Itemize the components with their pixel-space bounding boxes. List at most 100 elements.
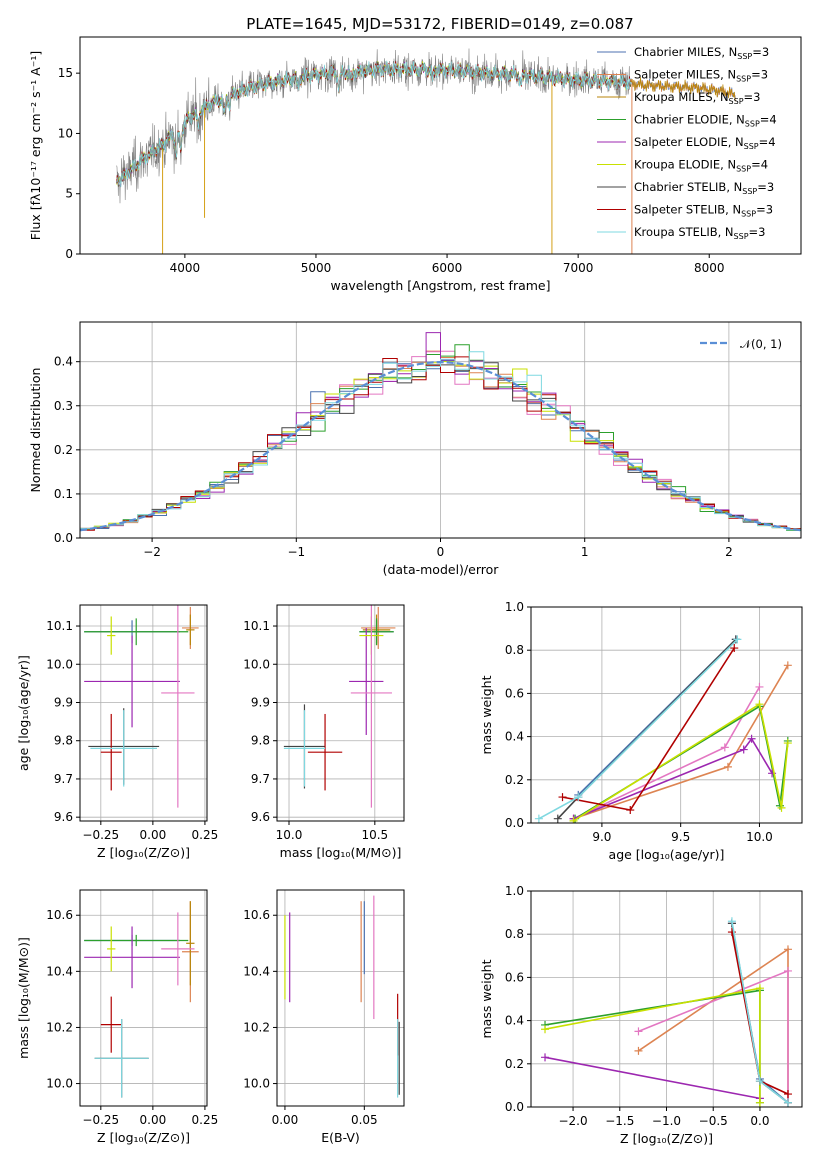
x-tick-label: −1 <box>287 545 305 559</box>
y-tick-label: 9.7 <box>251 772 270 786</box>
legend-subscript: SSP <box>742 187 757 196</box>
legend: Chabrier MILES, NSSP=3 Salpeter MILES, NS… <box>597 45 777 241</box>
plot-area-age-vs-Z <box>84 605 199 808</box>
y-tick-label: 9.6 <box>251 810 270 824</box>
x-tick-label: 5000 <box>301 261 332 275</box>
y-tick-label: 10.0 <box>46 657 73 671</box>
marker-salpeter_miles <box>723 762 732 771</box>
x-tick-label: −1.0 <box>652 1114 681 1128</box>
x-tick-label: 1 <box>581 545 589 559</box>
y-tick-label: 10.1 <box>46 619 73 633</box>
y-tick-label: 10.0 <box>243 1077 270 1091</box>
x-axis-label: mass [log₁₀(M/M⊙)] <box>280 845 402 860</box>
y-tick-label: 0.2 <box>54 443 73 457</box>
legend-subscript: SSP <box>736 75 751 84</box>
y-tick-label: 9.7 <box>54 772 73 786</box>
marker-kroupa_stelib <box>574 793 583 802</box>
x-tick-label: −1.5 <box>605 1114 634 1128</box>
series-line-chabrier_elodie <box>574 705 789 820</box>
plot-area-weight-vs-Z <box>541 917 792 1107</box>
y-tick-label: 9.9 <box>54 695 73 709</box>
x-tick-label: −0.25 <box>82 828 119 842</box>
x-tick-label: −0.25 <box>82 1113 119 1127</box>
x-tick-label: 0.25 <box>192 1113 219 1127</box>
marker-kroupa_stelib <box>727 917 736 926</box>
axes-age-vs-mass: 10.0 10.5 9.6 9.7 9.8 9.9 10.0 10.1 mass [log₁₀(… <box>243 604 405 860</box>
y-tick-label: 9.6 <box>54 810 73 824</box>
marker-salpeter_miles <box>783 661 792 670</box>
y-tick-label: 0.2 <box>505 1057 524 1071</box>
x-axis-label: (data-model)/error <box>383 562 500 577</box>
x-tick-label: 0.05 <box>351 1113 378 1127</box>
x-tick-label: 7000 <box>563 261 594 275</box>
series-line-chabrier_elodie <box>544 989 761 1103</box>
y-tick-label: 9.8 <box>54 734 73 748</box>
y-tick-label: 0.6 <box>505 970 524 984</box>
model-spectrum-kroupa_stelib <box>116 60 631 188</box>
legend-rest: =3 <box>756 203 773 217</box>
figure-title: PLATE=1645, MJD=53172, FIBERID=0149, z=0… <box>246 15 633 33</box>
y-tick-label: 10.2 <box>46 1020 73 1034</box>
axes-weight-vs-age: 9.0 9.5 10.0 0.0 0.2 0.4 0.6 0.8 1.0 age [log₁₀(a… <box>479 600 803 862</box>
legend-subscript: SSP <box>741 210 756 219</box>
axes-frame-mass-vs-EBV <box>276 889 405 1107</box>
marker-kroupa_elodie <box>755 1098 764 1107</box>
y-tick-label: 1.0 <box>505 884 524 898</box>
y-axis-label: mass [log₁₀(M/M⊙)] <box>16 937 31 1059</box>
x-axis-label: wavelength [Angstrom, rest frame] <box>330 278 550 293</box>
marker-kroupa_stelib <box>755 1077 764 1086</box>
marker-salpeter_elodie <box>747 734 756 743</box>
x-tick-label: 0.00 <box>140 828 167 842</box>
x-tick-label: −2.0 <box>558 1114 587 1128</box>
axes-frame-weight-vs-age <box>530 606 803 824</box>
axes-frame-age-vs-Z <box>79 604 208 822</box>
marker-salpeter_elodie <box>541 1053 550 1062</box>
axes-frame-spectrum <box>79 36 802 255</box>
x-axis-label: Z [log₁₀(Z/Z⊙)] <box>97 1130 190 1145</box>
marker-salpeter_miles_pink <box>720 743 729 752</box>
axes-frame-age-vs-mass <box>276 604 405 822</box>
y-tick-label: 0.8 <box>505 643 524 657</box>
y-tick-label: 10.4 <box>46 964 73 978</box>
axes-residuals: −2 −1 0 1 2 0.0 0.1 0.2 0.3 0.4 (data-model)/error… <box>28 321 802 577</box>
x-tick-label: 0.0 <box>750 1114 769 1128</box>
marker-salpeter_miles_pink <box>783 966 792 975</box>
axes-frame-residuals <box>79 321 802 539</box>
y-tick-label: 9.9 <box>251 695 270 709</box>
axes-spectrum: 4000 5000 6000 7000 8000 0 5 10 15 wavelength [An… <box>28 36 802 293</box>
axes-frame-mass-vs-Z <box>79 889 208 1107</box>
x-tick-label: 2 <box>725 545 733 559</box>
y-tick-label: 10.0 <box>243 657 270 671</box>
axes-weight-vs-Z: −2.0 −1.5 −1.0 −0.5 0.0 0.0 0.2 0.4 0.6 0.8 1.0 Z [… <box>479 884 803 1146</box>
plot-area-residuals <box>80 332 801 538</box>
legend-label: Kroupa STELIB, NSSP=3 <box>634 225 765 241</box>
legend-rest: =3 <box>751 68 768 82</box>
x-tick-label: 6000 <box>432 261 463 275</box>
x-axis-label: E(B-V) <box>321 1130 360 1145</box>
marker-kroupa_elodie <box>777 803 786 812</box>
legend-label: Chabrier MILES, NSSP=3 <box>634 45 769 61</box>
y-tick-label: 0.1 <box>54 487 73 501</box>
plot-area-age-vs-mass <box>283 605 396 808</box>
y-axis-label: mass weight <box>479 675 494 754</box>
marker-kroupa_elodie <box>541 1025 550 1034</box>
axes-frame-weight-vs-Z <box>530 890 803 1108</box>
marker-kroupa_elodie <box>783 739 792 748</box>
series-line-kroupa_elodie <box>544 987 761 1103</box>
x-tick-label: 4000 <box>170 261 201 275</box>
x-tick-label: −2 <box>143 545 161 559</box>
plot-area-spectrum <box>116 48 736 254</box>
y-tick-label: 1.0 <box>505 600 524 614</box>
observed-spectrum <box>116 48 631 204</box>
y-tick-label: 0.2 <box>505 773 524 787</box>
marker-salpeter_elodie <box>739 745 748 754</box>
marker-kroupa_elodie <box>569 816 578 823</box>
legend-subscript: SSP <box>737 52 752 61</box>
y-tick-label: 0.0 <box>505 1100 524 1114</box>
x-tick-label: 0 <box>437 545 445 559</box>
plot-area-mass-vs-Z <box>84 901 199 1098</box>
x-tick-label: 10.5 <box>361 828 388 842</box>
legend-label: Chabrier ELODIE, NSSP=4 <box>634 113 777 129</box>
legend-label: Chabrier STELIB, NSSP=3 <box>634 180 774 196</box>
